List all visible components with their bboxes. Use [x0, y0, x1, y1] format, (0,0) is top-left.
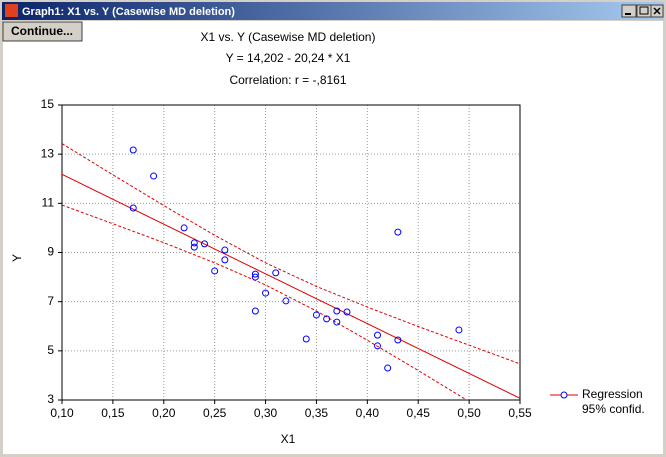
point: [200, 240, 208, 248]
point: [221, 246, 229, 254]
point: [221, 256, 229, 264]
point: [150, 172, 158, 180]
title-bar: [2, 2, 664, 20]
point: [312, 311, 320, 319]
plot-content: [62, 143, 520, 400]
regression-line: [62, 173, 520, 399]
chart-subtitle: Y = 14,202 - 20,24 * X1: [226, 51, 351, 65]
app-icon: [5, 4, 18, 17]
point: [374, 342, 382, 350]
point: [333, 318, 341, 326]
point: [272, 269, 280, 277]
point: [302, 335, 310, 343]
point: [282, 297, 290, 305]
point: [251, 307, 259, 315]
y-tick-label: 5: [47, 343, 54, 357]
window-buttons[interactable]: [621, 4, 664, 18]
x-tick-label: 0,30: [254, 406, 278, 420]
x-axis-label: X1: [281, 432, 296, 446]
window-title: Graph1: X1 vs. Y (Casewise MD deletion): [22, 6, 235, 18]
point: [323, 315, 331, 323]
x-tick-label: 0,15: [101, 406, 125, 420]
point: [251, 270, 259, 278]
legend-label: 95% confid.: [582, 402, 645, 416]
maximize-icon: [639, 6, 649, 15]
confidence-lower: [62, 204, 468, 400]
point: [129, 146, 137, 154]
point: [343, 308, 351, 316]
x-tick-label: 0,20: [152, 406, 176, 420]
y-tick-label: 7: [47, 294, 54, 308]
point: [455, 326, 463, 334]
point: [190, 239, 198, 247]
point: [384, 364, 392, 372]
minimize-button[interactable]: [621, 4, 637, 18]
y-tick-label: 9: [47, 245, 54, 259]
legend-marker: [560, 391, 568, 399]
x-tick-label: 0,35: [305, 406, 329, 420]
point: [129, 204, 137, 212]
close-icon: [653, 7, 661, 15]
point: [374, 331, 382, 339]
point: [394, 228, 402, 236]
x-tick-label: 0,40: [356, 406, 380, 420]
x-tick-label: 0,45: [407, 406, 431, 420]
point: [251, 273, 259, 281]
x-tick-label: 0,25: [203, 406, 227, 420]
x-tick-label: 0,55: [508, 406, 532, 420]
annotation: Correlation: r = -,8161: [229, 73, 346, 87]
point: [180, 224, 188, 232]
x-tick-label: 0,50: [457, 406, 481, 420]
x-tick-label: 0,10: [50, 406, 74, 420]
point: [211, 267, 219, 275]
point: [262, 289, 270, 297]
y-tick-label: 13: [41, 146, 55, 160]
continue-button[interactable]: [2, 21, 83, 42]
y-axis-label: Y: [10, 254, 24, 262]
y-tick-label: 11: [42, 196, 55, 210]
plot-frame: [61, 104, 521, 401]
continue-label: Continue...: [11, 24, 73, 38]
point: [190, 243, 198, 251]
chart-title: X1 vs. Y (Casewise MD deletion): [201, 30, 376, 44]
y-tick-label: 3: [47, 392, 54, 406]
point: [333, 307, 341, 315]
point: [394, 336, 402, 344]
legend-label: Regression: [582, 387, 643, 401]
y-tick-label: 15: [41, 97, 55, 111]
